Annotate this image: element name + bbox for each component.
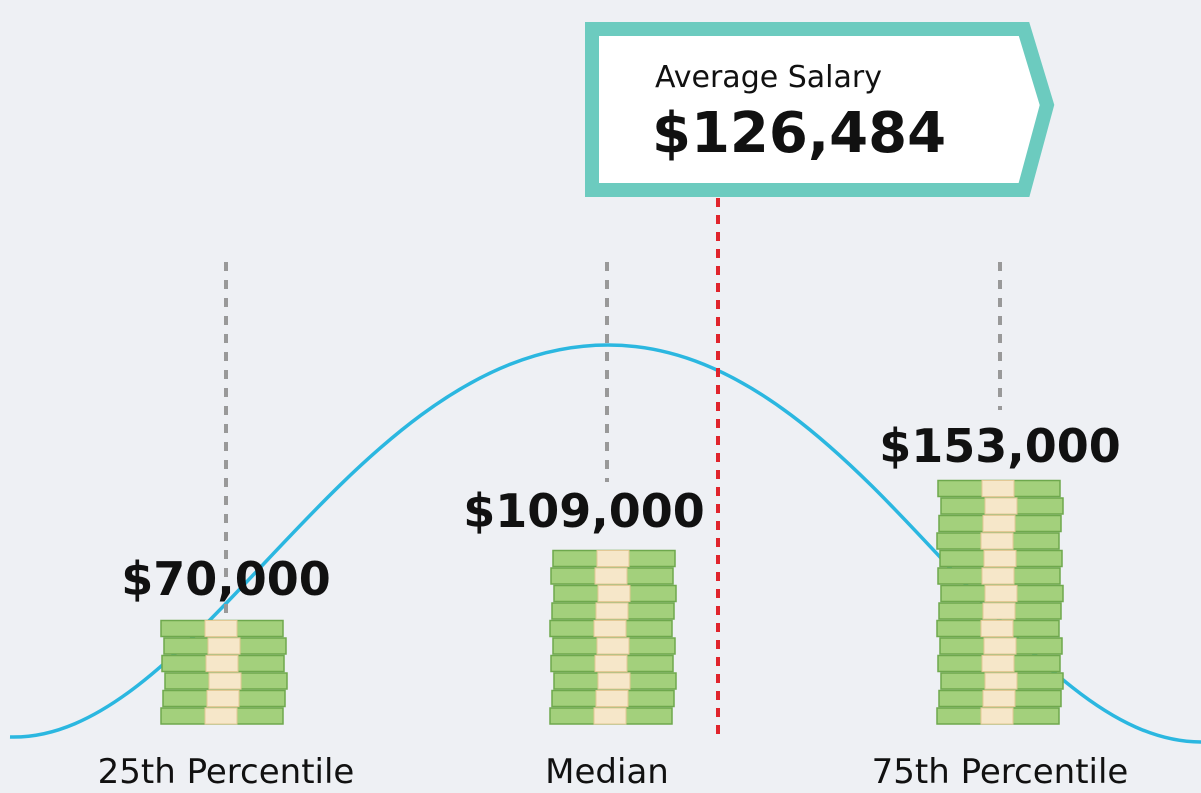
percentile-label: Median xyxy=(545,752,669,792)
bill-band xyxy=(984,585,1018,602)
average-box xyxy=(585,22,1055,197)
bill-band xyxy=(980,707,1014,725)
bill-band xyxy=(594,567,628,585)
bill-band xyxy=(983,637,1017,655)
percentile-value: $153,000 xyxy=(879,419,1121,473)
bill-band xyxy=(980,532,1014,550)
bill-band xyxy=(982,690,1016,707)
bill-band xyxy=(981,567,1015,585)
bill-band xyxy=(204,707,238,725)
bill-band xyxy=(593,707,627,725)
bill-band xyxy=(597,672,631,690)
bill-band xyxy=(596,550,630,567)
bill-band xyxy=(205,655,239,672)
bill-band xyxy=(594,655,628,672)
money-stacks xyxy=(160,479,1064,725)
bill-band xyxy=(984,497,1018,515)
bill-band xyxy=(593,620,627,637)
percentile-value: $109,000 xyxy=(463,484,705,538)
bill-band xyxy=(983,550,1017,567)
bill-band xyxy=(595,690,629,707)
bill-band xyxy=(596,637,630,655)
bill-band xyxy=(982,515,1016,532)
percentile-value: $70,000 xyxy=(121,552,331,606)
bill-band xyxy=(982,602,1016,620)
bill-band xyxy=(597,585,631,602)
bill-band xyxy=(206,690,240,707)
average-value: $126,484 xyxy=(652,101,946,166)
bill-band xyxy=(208,672,242,690)
bill-band xyxy=(595,602,629,620)
percentile-label: 25th Percentile xyxy=(98,752,355,792)
bill-band xyxy=(984,672,1018,690)
bill-band xyxy=(207,637,241,655)
bill-band xyxy=(981,480,1015,497)
average-label: Average Salary xyxy=(655,60,882,95)
bill-band xyxy=(204,620,238,637)
percentile-label: 75th Percentile xyxy=(872,752,1129,792)
bill-band xyxy=(981,655,1015,672)
bill-band xyxy=(980,620,1014,637)
